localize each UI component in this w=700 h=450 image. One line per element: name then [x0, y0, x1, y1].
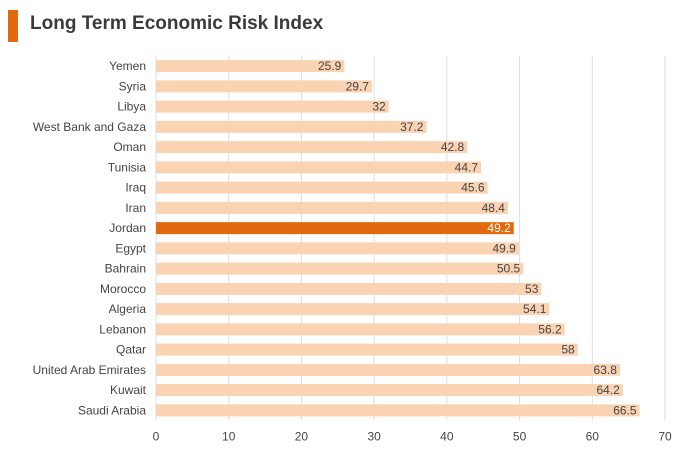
data-label-syria: 29.7 — [346, 79, 370, 93]
category-label-tunisia: Tunisia — [108, 160, 147, 174]
category-label-syria: Syria — [119, 79, 147, 93]
bar-syria — [156, 80, 372, 93]
data-label-yemen: 25.9 — [318, 59, 342, 73]
x-tick-labels: 0 10 20 30 40 50 60 70 — [153, 430, 672, 444]
bar-jordan — [156, 222, 514, 235]
bar-bahrain — [156, 262, 524, 275]
bar-libya — [156, 100, 389, 113]
category-label-oman: Oman — [113, 140, 146, 154]
x-tick-label-20: 20 — [295, 430, 309, 444]
bar-lebanon — [156, 323, 565, 336]
bar-morocco — [156, 282, 542, 295]
x-tick-label-60: 60 — [586, 430, 600, 444]
bar-kuwait — [156, 384, 623, 397]
category-label-jordan: Jordan — [109, 221, 146, 235]
bar-qatar — [156, 343, 578, 356]
bar-egypt — [156, 242, 519, 255]
data-label-oman: 42.8 — [441, 140, 465, 154]
bar-iraq — [156, 181, 488, 194]
category-label-bahrain: Bahrain — [105, 262, 146, 276]
data-label-lebanon: 56.2 — [538, 322, 562, 336]
bar-tunisia — [156, 161, 482, 174]
data-label-qatar: 58 — [561, 343, 575, 357]
x-tick-label-50: 50 — [513, 430, 527, 444]
page-title: Long Term Economic Risk Index — [30, 13, 324, 34]
data-label-saudi-arabia: 66.5 — [613, 403, 637, 417]
category-label-iran: Iran — [125, 201, 146, 215]
category-labels: Yemen Syria Libya West Bank and Gaza Oman Tun… — [33, 59, 147, 417]
x-tick-label-40: 40 — [440, 430, 454, 444]
data-label-west-bank-and-gaza: 37.2 — [400, 120, 424, 134]
bar-west-bank-and-gaza — [156, 120, 427, 133]
x-tick-label-70: 70 — [658, 430, 672, 444]
data-label-tunisia: 44.7 — [455, 160, 479, 174]
data-label-morocco: 53 — [525, 282, 539, 296]
bar-saudi-arabia — [156, 404, 640, 417]
bar-algeria — [156, 303, 550, 316]
bar-united-arab-emirates — [156, 363, 620, 376]
bars: 25.9 29.732 37.2 42.8 44.7 45.6 48.4 49.2 49.9 50… — [156, 59, 640, 417]
category-label-west-bank-and-gaza: West Bank and Gaza — [33, 120, 147, 134]
data-label-united-arab-emirates: 63.8 — [594, 363, 618, 377]
x-tick-label-30: 30 — [367, 430, 381, 444]
category-label-kuwait: Kuwait — [110, 383, 147, 397]
category-label-qatar: Qatar — [116, 343, 146, 357]
data-label-kuwait: 64.2 — [596, 383, 620, 397]
data-label-jordan: 49.2 — [487, 221, 511, 235]
data-label-iran: 48.4 — [482, 201, 506, 215]
title-accent-bar — [8, 10, 18, 42]
data-label-bahrain: 50.5 — [497, 262, 521, 276]
gridlines — [155, 56, 666, 421]
data-label-egypt: 49.9 — [492, 241, 516, 255]
category-label-saudi-arabia: Saudi Arabia — [78, 403, 146, 417]
data-label-iraq: 45.6 — [461, 181, 485, 195]
x-tick-label-0: 0 — [153, 430, 160, 444]
data-label-algeria: 54.1 — [523, 302, 547, 316]
category-label-libya: Libya — [117, 100, 146, 114]
x-tick-label-10: 10 — [222, 430, 236, 444]
category-label-morocco: Morocco — [100, 282, 146, 296]
data-label-libya: 32 — [372, 100, 386, 114]
category-label-lebanon: Lebanon — [99, 322, 146, 336]
category-label-yemen: Yemen — [109, 59, 146, 73]
category-label-algeria: Algeria — [109, 302, 147, 316]
category-label-united-arab-emirates: United Arab Emirates — [33, 363, 146, 377]
bar-iran — [156, 201, 508, 214]
category-label-iraq: Iraq — [125, 181, 146, 195]
category-label-egypt: Egypt — [115, 241, 146, 255]
bar-yemen — [156, 60, 345, 73]
bar-oman — [156, 141, 468, 154]
